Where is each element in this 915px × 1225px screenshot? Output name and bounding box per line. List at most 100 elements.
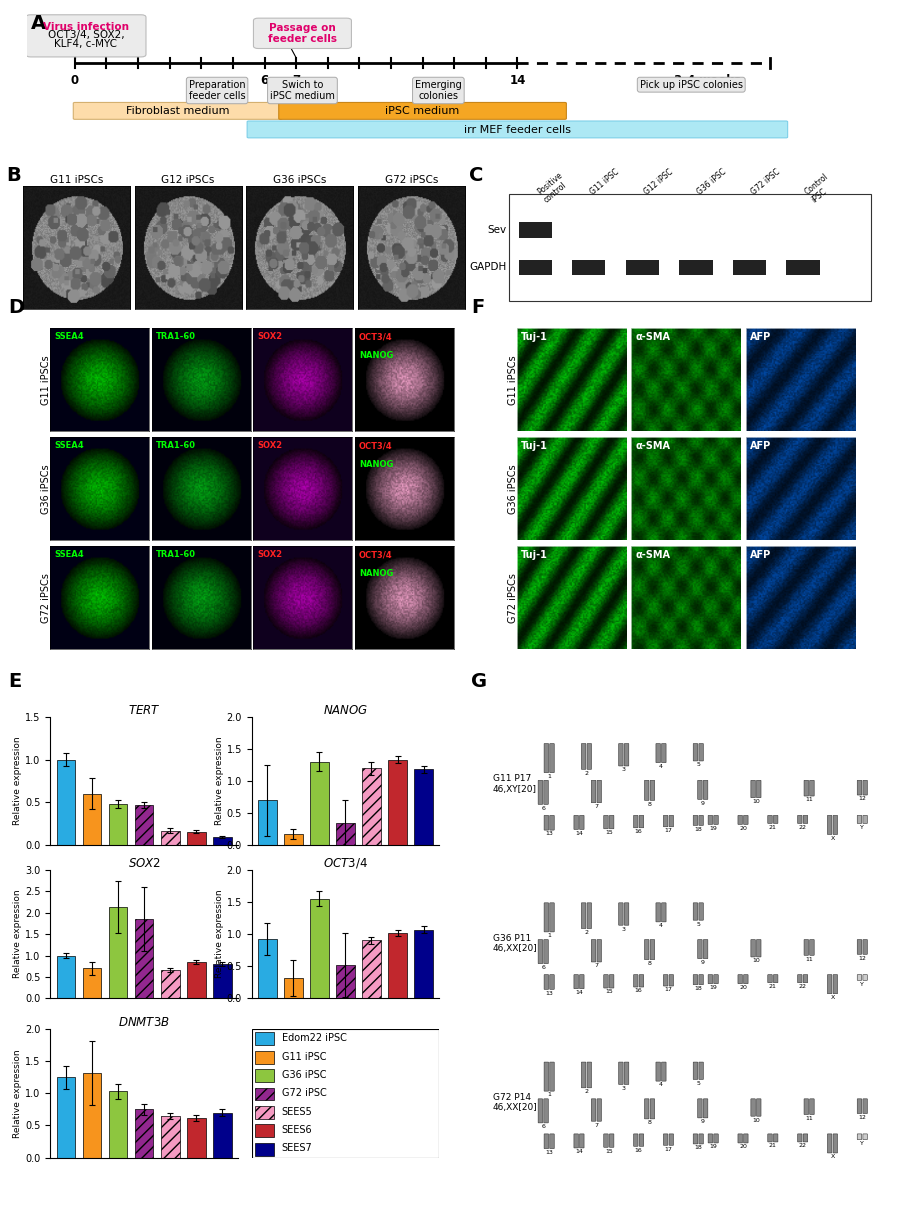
Bar	[258, 800, 276, 845]
Title: $\mathit{TERT}$: $\mathit{TERT}$	[128, 703, 160, 717]
Bar	[255, 1106, 274, 1118]
FancyBboxPatch shape	[550, 744, 554, 773]
FancyBboxPatch shape	[604, 975, 608, 989]
Text: 8: 8	[648, 801, 651, 807]
FancyBboxPatch shape	[714, 975, 718, 984]
FancyBboxPatch shape	[863, 975, 867, 980]
Text: AFP: AFP	[750, 332, 771, 343]
FancyBboxPatch shape	[694, 1062, 697, 1079]
Bar	[362, 941, 381, 998]
Text: 14: 14	[510, 74, 525, 87]
Text: 19: 19	[709, 826, 717, 831]
FancyBboxPatch shape	[644, 1099, 649, 1118]
FancyBboxPatch shape	[804, 940, 809, 956]
Text: 5: 5	[696, 921, 700, 926]
Text: B: B	[6, 165, 21, 185]
Text: C: C	[468, 165, 483, 185]
FancyBboxPatch shape	[694, 975, 697, 985]
Text: G11 P17
46,XY[20]: G11 P17 46,XY[20]	[492, 774, 536, 794]
FancyBboxPatch shape	[773, 975, 778, 982]
Text: 13: 13	[545, 832, 553, 837]
Text: Positive
control: Positive control	[535, 170, 571, 205]
FancyBboxPatch shape	[708, 816, 713, 824]
FancyBboxPatch shape	[651, 1099, 654, 1118]
Bar	[187, 1117, 206, 1158]
Text: 7: 7	[595, 1122, 598, 1127]
Text: 15: 15	[605, 990, 613, 995]
FancyBboxPatch shape	[640, 975, 644, 987]
FancyBboxPatch shape	[704, 1099, 708, 1118]
Text: 3-4 weeks: 3-4 weeks	[673, 74, 740, 87]
FancyBboxPatch shape	[624, 903, 629, 925]
FancyBboxPatch shape	[544, 1134, 549, 1149]
FancyBboxPatch shape	[757, 1099, 761, 1116]
FancyBboxPatch shape	[544, 975, 549, 990]
FancyBboxPatch shape	[544, 1062, 549, 1091]
Text: 10: 10	[752, 799, 759, 804]
Y-axis label: G11 iPSCs: G11 iPSCs	[41, 355, 51, 404]
FancyBboxPatch shape	[253, 18, 351, 49]
FancyBboxPatch shape	[579, 975, 584, 989]
FancyBboxPatch shape	[550, 903, 554, 932]
Text: Emerging
colonies: Emerging colonies	[415, 80, 462, 102]
Bar	[57, 956, 75, 998]
FancyBboxPatch shape	[704, 780, 708, 800]
Bar	[82, 1073, 102, 1158]
FancyBboxPatch shape	[579, 816, 584, 829]
Y-axis label: Relative expression: Relative expression	[14, 1049, 23, 1138]
FancyBboxPatch shape	[644, 940, 649, 959]
Bar	[679, 260, 713, 274]
Title: $\mathit{OCT3/4}$: $\mathit{OCT3/4}$	[323, 856, 368, 870]
Text: 6: 6	[542, 1125, 545, 1129]
FancyBboxPatch shape	[544, 940, 548, 964]
Bar	[336, 965, 355, 998]
Text: Tuj-1: Tuj-1	[522, 441, 548, 452]
Text: 3: 3	[621, 767, 626, 772]
FancyBboxPatch shape	[697, 1099, 702, 1118]
FancyBboxPatch shape	[26, 15, 146, 56]
Bar	[388, 932, 407, 998]
Text: 20: 20	[739, 1144, 747, 1149]
FancyBboxPatch shape	[633, 816, 638, 828]
Text: 4: 4	[659, 924, 663, 929]
Text: Passage on
feeder cells: Passage on feeder cells	[268, 22, 337, 44]
Text: OCT3/4: OCT3/4	[359, 550, 393, 560]
FancyBboxPatch shape	[863, 1134, 867, 1139]
Title: $\mathit{NANOG}$: $\mathit{NANOG}$	[323, 703, 368, 717]
Text: NANOG: NANOG	[359, 459, 393, 469]
Text: 7: 7	[292, 74, 300, 87]
Text: 15: 15	[605, 831, 613, 835]
FancyBboxPatch shape	[827, 975, 832, 993]
Text: Y: Y	[860, 1140, 865, 1145]
Text: 10: 10	[752, 1117, 759, 1122]
Text: 22: 22	[799, 984, 807, 989]
Text: 7: 7	[595, 804, 598, 808]
FancyBboxPatch shape	[587, 744, 591, 769]
FancyBboxPatch shape	[633, 975, 638, 987]
Y-axis label: G36 iPSCs: G36 iPSCs	[41, 464, 51, 513]
FancyBboxPatch shape	[538, 780, 543, 805]
FancyBboxPatch shape	[662, 744, 666, 763]
Text: G72 iPSC: G72 iPSC	[282, 1088, 327, 1099]
Bar	[626, 260, 659, 274]
Text: 13: 13	[545, 991, 553, 996]
FancyBboxPatch shape	[544, 816, 549, 831]
Text: 9: 9	[701, 801, 705, 806]
Text: 16: 16	[635, 989, 642, 993]
FancyBboxPatch shape	[857, 975, 862, 980]
Text: 8: 8	[648, 1120, 651, 1126]
Text: Edom22 iPSC: Edom22 iPSC	[282, 1033, 347, 1044]
Text: X: X	[830, 835, 834, 840]
Bar	[82, 794, 102, 845]
FancyBboxPatch shape	[751, 1099, 756, 1116]
Text: GAPDH: GAPDH	[469, 262, 507, 272]
FancyBboxPatch shape	[574, 975, 578, 989]
FancyBboxPatch shape	[857, 816, 862, 823]
Text: Control
iPSC: Control iPSC	[803, 172, 836, 205]
Text: SEES7: SEES7	[282, 1143, 312, 1154]
FancyBboxPatch shape	[803, 816, 808, 823]
Title: G11 iPSCs: G11 iPSCs	[49, 175, 103, 185]
Text: SOX2: SOX2	[257, 441, 283, 451]
Title: G36 iPSCs: G36 iPSCs	[273, 175, 327, 185]
Text: Preparation
feeder cells: Preparation feeder cells	[188, 80, 245, 102]
